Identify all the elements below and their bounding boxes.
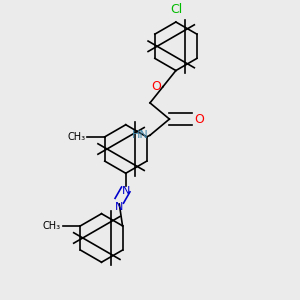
Text: N: N	[115, 202, 124, 212]
Text: O: O	[195, 112, 205, 126]
Text: CH₃: CH₃	[67, 132, 85, 142]
Text: HN: HN	[132, 130, 148, 140]
Text: O: O	[152, 80, 161, 93]
Text: CH₃: CH₃	[43, 221, 61, 231]
Text: Cl: Cl	[170, 3, 182, 16]
Text: N: N	[122, 186, 130, 196]
